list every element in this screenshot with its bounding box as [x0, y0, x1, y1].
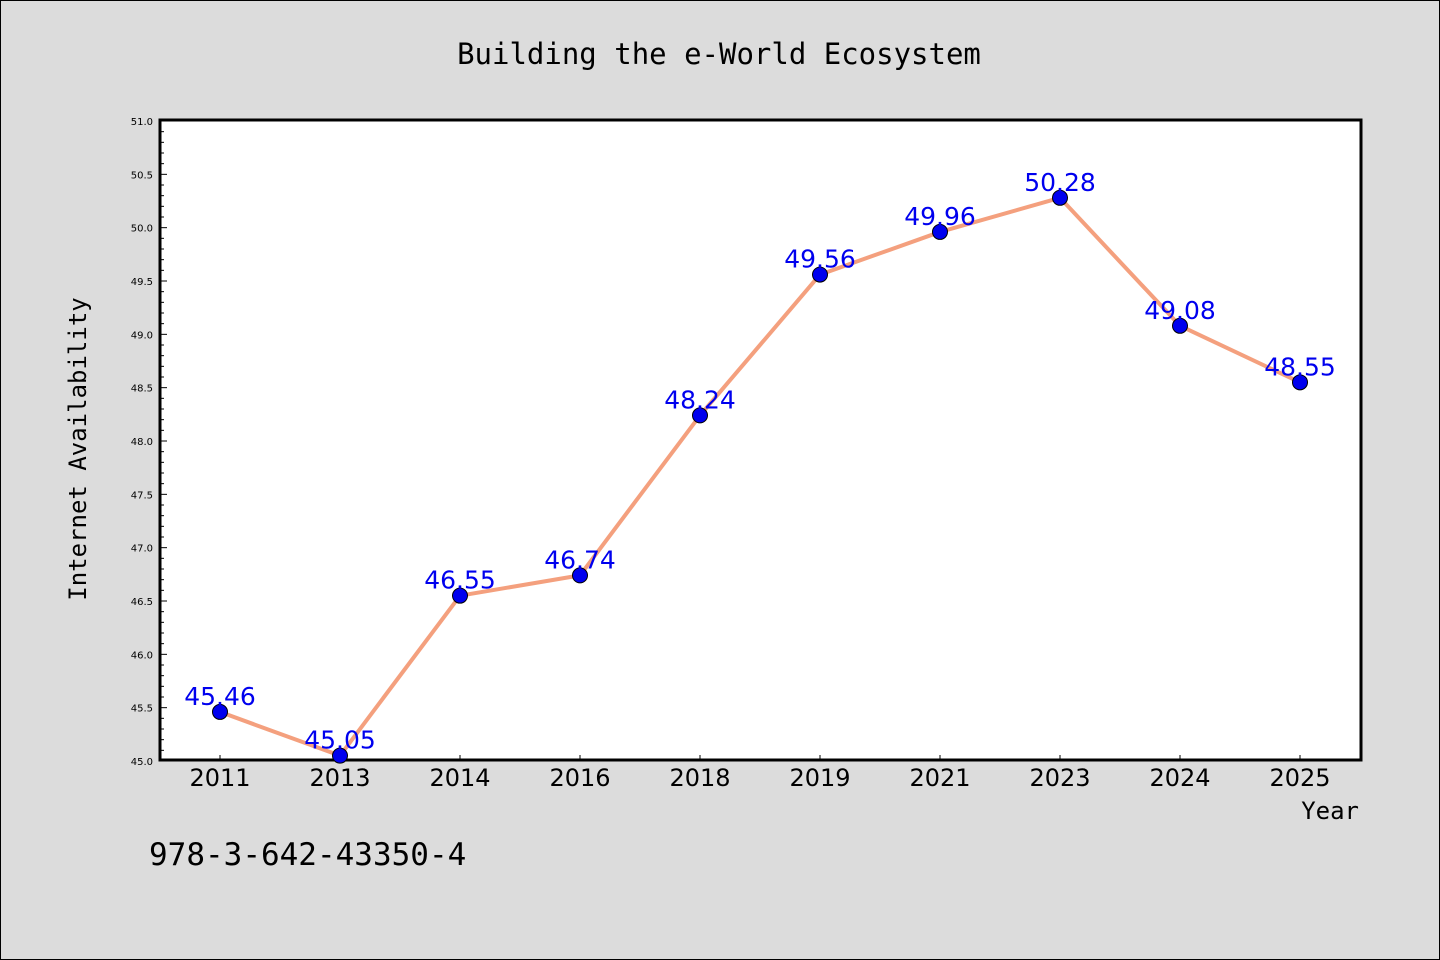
y-tick-label: 45.5 — [131, 704, 153, 715]
x-axis: 2011 2013 2014 2016 2018 2019 2021 2023 2024 2025 — [189, 755, 1331, 792]
x-axis-label: Year — [1301, 797, 1359, 825]
y-tick-label: 51.0 — [131, 117, 153, 128]
y-tick-label: 49.5 — [131, 277, 153, 288]
data-point — [572, 567, 588, 584]
x-tick-label: 2023 — [1029, 764, 1090, 792]
chart-title: Building the e-World Ecosystem — [457, 37, 981, 71]
y-axis: 45.0 45.5 46.0 46.5 47.0 47.5 48.0 48.5 49.0 49.5… — [131, 117, 167, 768]
y-tick-label: 49.0 — [131, 330, 153, 341]
data-point — [452, 587, 468, 604]
y-tick-label: 48.5 — [131, 384, 153, 395]
x-tick-label: 2014 — [429, 764, 490, 792]
data-point — [692, 407, 708, 424]
series-line — [219, 195, 1301, 758]
data-point — [932, 223, 948, 240]
data-point — [812, 266, 828, 283]
x-tick-label: 2021 — [909, 764, 970, 792]
x-tick-label: 2019 — [789, 764, 850, 792]
x-tick-label: 2025 — [1269, 764, 1330, 792]
data-labels-group: 45.46 45.05 46.55 46.74 48.24 49.56 49.96 50.28… — [184, 168, 1336, 755]
x-tick-label: 2016 — [549, 764, 610, 792]
data-label: 49.08 — [1144, 296, 1216, 325]
x-tick-label: 2013 — [309, 764, 370, 792]
y-tick-label: 47.0 — [131, 544, 153, 555]
y-tick-label: 46.5 — [131, 597, 153, 608]
y-tick-label: 48.0 — [131, 437, 153, 448]
y-axis-label: Internet Availability — [64, 297, 92, 600]
data-point — [1172, 317, 1188, 334]
data-label: 49.96 — [904, 202, 976, 231]
y-tick-label: 46.0 — [131, 650, 153, 661]
data-point — [212, 703, 228, 720]
data-label: 45.46 — [184, 682, 256, 711]
x-tick-label: 2011 — [189, 764, 250, 792]
y-tick-label: 47.5 — [131, 490, 153, 501]
isbn-text: 978-3-642-43350-4 — [149, 837, 466, 873]
data-label: 48.24 — [664, 385, 736, 414]
y-tick-label: 50.5 — [131, 170, 153, 181]
data-label: 46.55 — [424, 566, 496, 595]
data-point — [332, 747, 348, 764]
y-tick-label: 45.0 — [131, 757, 153, 768]
data-point — [1052, 189, 1068, 206]
x-tick-label: 2024 — [1149, 764, 1210, 792]
plot-area — [158, 118, 1363, 762]
data-label: 50.28 — [1024, 168, 1096, 197]
x-tick-label: 2018 — [669, 764, 730, 792]
data-label: 46.74 — [544, 545, 616, 574]
data-label: 49.56 — [784, 245, 856, 274]
data-label: 45.05 — [304, 726, 376, 755]
y-tick-label: 50.0 — [131, 224, 153, 235]
data-point — [1292, 374, 1308, 391]
data-label: 48.55 — [1264, 352, 1336, 381]
series-group — [212, 189, 1308, 764]
